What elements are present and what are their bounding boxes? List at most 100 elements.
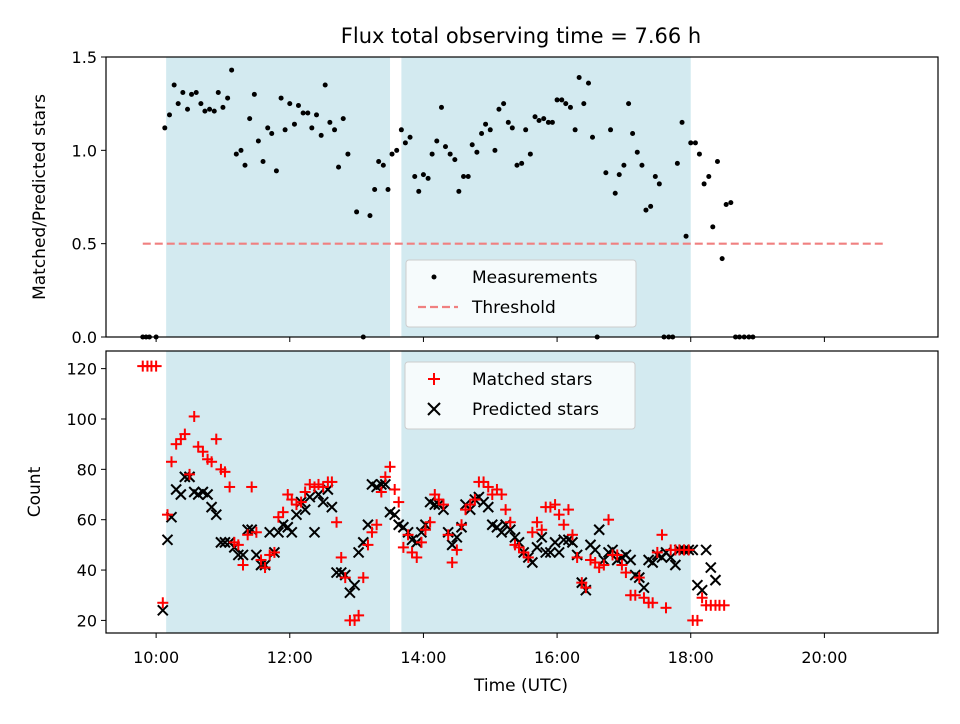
matched-stars-point bbox=[633, 572, 645, 584]
measurement-point bbox=[185, 106, 191, 112]
measurement-point bbox=[545, 119, 551, 125]
matched-stars-point bbox=[638, 592, 650, 604]
predicted-stars-point bbox=[558, 534, 570, 546]
measurement-point bbox=[175, 101, 181, 107]
predicted-stars-point bbox=[646, 556, 659, 569]
matched-stars-point bbox=[616, 559, 628, 571]
measurement-point bbox=[652, 173, 658, 179]
matched-stars-point bbox=[456, 519, 468, 531]
bottom-ytick-label: 40 bbox=[77, 561, 97, 580]
measurement-point bbox=[269, 131, 275, 137]
predicted-stars-point bbox=[388, 508, 401, 521]
predicted-stars-point bbox=[553, 546, 565, 559]
measurement-point bbox=[412, 173, 418, 179]
matched-stars-point bbox=[491, 483, 503, 495]
matched-stars-point bbox=[683, 544, 695, 556]
predicted-stars-point bbox=[237, 549, 249, 561]
measurement-point bbox=[207, 106, 213, 112]
bottom-xtick-label: 16:00 bbox=[534, 648, 580, 667]
predicted-stars-point bbox=[696, 584, 708, 596]
matched-stars-point bbox=[393, 496, 405, 508]
matched-stars-point bbox=[188, 410, 200, 422]
matched-stars-point bbox=[192, 441, 204, 453]
measurement-point bbox=[162, 125, 168, 131]
predicted-stars-point bbox=[304, 491, 316, 503]
measurement-point bbox=[318, 132, 324, 138]
measurement-point bbox=[523, 127, 529, 133]
matched-stars-point bbox=[375, 486, 387, 498]
matched-stars-point bbox=[197, 446, 209, 458]
predicted-stars-point bbox=[157, 604, 169, 617]
measurement-point bbox=[300, 110, 306, 116]
measurement-point bbox=[630, 131, 636, 137]
predicted-stars-point bbox=[709, 574, 722, 586]
matched-stars-point bbox=[313, 478, 325, 490]
bottom-axes-frame bbox=[105, 350, 939, 634]
predicted-stars-point bbox=[669, 559, 682, 571]
measurement-point bbox=[549, 119, 555, 125]
measurement-point bbox=[701, 181, 707, 187]
predicted-stars-point bbox=[700, 544, 712, 556]
measurement-point bbox=[728, 200, 734, 206]
matched-stars-point bbox=[242, 529, 254, 541]
measurement-point bbox=[198, 101, 204, 107]
bottom-ytick-label: 20 bbox=[77, 611, 97, 630]
measurement-point bbox=[456, 188, 462, 194]
measurement-point bbox=[554, 97, 560, 103]
predicted-stars-point bbox=[549, 536, 561, 549]
top-panel: 0.0 0.5 1.0 1.5 Matched/Predicted stars Mea… bbox=[30, 48, 939, 347]
measurement-point bbox=[469, 142, 475, 148]
matched-stars-point bbox=[290, 499, 302, 511]
measurement-point bbox=[442, 144, 448, 150]
measurement-point bbox=[402, 140, 408, 146]
matched-stars-point bbox=[522, 551, 534, 563]
matched-stars-point bbox=[584, 554, 596, 566]
measurement-point bbox=[541, 116, 547, 122]
matched-stars-point bbox=[571, 551, 583, 563]
measurement-point bbox=[576, 75, 582, 81]
matched-stars-point bbox=[442, 529, 454, 541]
matched-stars-point bbox=[500, 504, 512, 516]
predicted-stars-point bbox=[250, 549, 263, 561]
matched-stars-point bbox=[357, 572, 369, 584]
matched-stars-point bbox=[170, 438, 182, 450]
measurement-point bbox=[389, 151, 395, 157]
measurement-point bbox=[465, 173, 471, 179]
matched-stars-point bbox=[656, 529, 668, 541]
measurement-point bbox=[416, 188, 422, 194]
measurement-point bbox=[233, 151, 239, 157]
matched-stars-point bbox=[206, 456, 218, 468]
measurement-point bbox=[706, 173, 712, 179]
legend-measurements-label: Measurements bbox=[472, 268, 598, 288]
matched-stars-point bbox=[224, 481, 236, 493]
measurement-point bbox=[656, 181, 662, 187]
bottom-legend: Matched stars Predicted stars bbox=[404, 361, 636, 430]
measurement-point bbox=[434, 138, 440, 144]
predicted-stars-point bbox=[482, 501, 494, 513]
predicted-stars-point bbox=[540, 546, 552, 559]
top-ytick-label: 0.5 bbox=[72, 235, 97, 254]
measurement-point bbox=[505, 119, 511, 125]
matched-stars-point bbox=[424, 516, 436, 528]
matched-stars-point bbox=[384, 461, 396, 473]
measurement-point bbox=[171, 82, 177, 88]
predicted-stars-point bbox=[638, 581, 650, 594]
measurement-point bbox=[719, 256, 725, 262]
bottom-ylabel: Count bbox=[25, 466, 45, 517]
predicted-stars-point bbox=[531, 541, 543, 554]
legend-matched-marker bbox=[428, 373, 440, 385]
measurement-point bbox=[193, 89, 199, 95]
measurement-point bbox=[608, 127, 614, 133]
predicted-stars-point bbox=[544, 546, 557, 559]
top-ylabel: Matched/Predicted stars bbox=[30, 94, 50, 300]
matched-stars-point bbox=[518, 546, 530, 558]
measurement-point bbox=[714, 159, 720, 165]
matched-stars-point bbox=[250, 526, 262, 538]
legend-matched-label: Matched stars bbox=[472, 370, 592, 390]
matched-stars-point bbox=[362, 539, 374, 551]
measurement-point bbox=[612, 190, 618, 196]
bottom-panel: 20 40 60 80 100 120 10:00 12:00 14:00 16:00 18:00 2… bbox=[25, 350, 939, 696]
predicted-stars-point bbox=[219, 536, 231, 549]
measurement-point bbox=[447, 151, 453, 157]
measurement-point bbox=[616, 172, 622, 178]
